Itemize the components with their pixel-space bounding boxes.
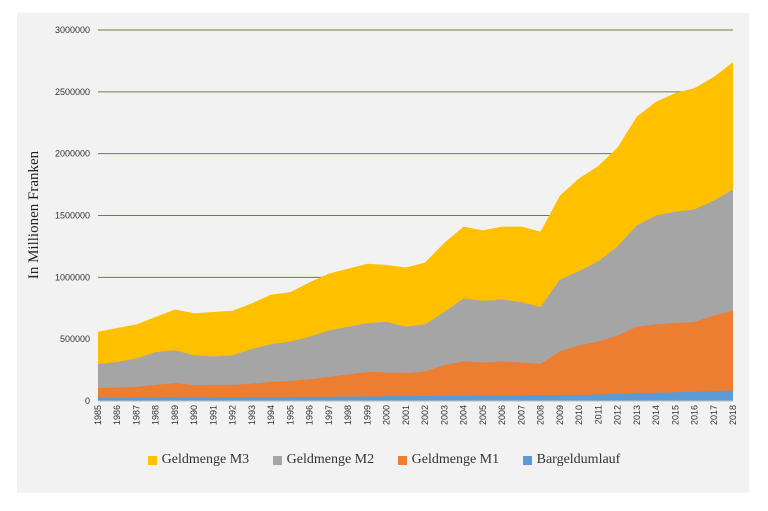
x-tick-label: 1985 (93, 405, 103, 425)
x-tick-label: 2016 (690, 405, 700, 425)
y-tick-label: 3000000 (55, 25, 90, 35)
legend-swatch-bargeld (522, 455, 532, 465)
x-tick-label: 2000 (382, 405, 392, 425)
x-tick-label: 1986 (112, 405, 122, 425)
x-tick-label: 2015 (670, 405, 680, 425)
x-tick-label: 2006 (497, 405, 507, 425)
legend-item-m3: Geldmenge M3 (147, 452, 250, 468)
x-tick-label: 2008 (536, 405, 546, 425)
y-axis-label: In Millionen Franken (26, 150, 42, 279)
x-tick-label: 1998 (343, 405, 353, 425)
legend-label-m1: Geldmenge M1 (411, 452, 500, 467)
x-tick-label: 1993 (247, 405, 257, 425)
x-tick-label: 2007 (516, 405, 526, 425)
x-tick-label: 1994 (266, 405, 276, 425)
area-chart: 0 500000 1000000 1500000 2000000 2500000 30000… (26, 25, 738, 425)
y-tick-label: 0 (85, 396, 90, 406)
x-tick-label: 2014 (651, 405, 661, 425)
x-tick-label: 2010 (574, 405, 584, 425)
x-tick-label: 1989 (170, 405, 180, 425)
y-tick-label: 2500000 (55, 87, 90, 97)
x-tick-label: 2011 (593, 405, 603, 424)
y-axis-ticks: 0 500000 1000000 1500000 2000000 2500000 30000… (55, 25, 90, 406)
legend-item-m1: Geldmenge M1 (397, 452, 500, 468)
x-tick-label: 2005 (478, 405, 488, 425)
x-tick-label: 1997 (324, 405, 334, 425)
area-geldmenge-m1 (98, 310, 733, 401)
y-tick-label: 1000000 (55, 272, 90, 282)
x-tick-label: 2012 (613, 405, 623, 425)
y-tick-label: 2000000 (55, 149, 90, 159)
y-tick-label: 1500000 (55, 211, 90, 221)
x-tick-label: 1991 (208, 405, 218, 425)
legend-swatch-m3 (147, 455, 157, 465)
x-tick-label: 1992 (228, 405, 238, 425)
x-tick-label: 1990 (189, 405, 199, 425)
x-tick-label: 2001 (401, 405, 411, 425)
x-tick-label: 1995 (285, 405, 295, 425)
x-tick-label: 2004 (459, 405, 469, 425)
x-tick-label: 1988 (151, 405, 161, 425)
legend-swatch-m2 (272, 455, 282, 465)
legend-label-m2: Geldmenge M2 (286, 452, 375, 467)
legend-label-m3: Geldmenge M3 (161, 452, 250, 467)
legend: Geldmenge M3 Geldmenge M2 Geldmenge M1 B… (0, 452, 768, 468)
x-axis-ticks: 1985 1986 1987 1988 1989 1990 1991 1992 1993 1994… (93, 405, 738, 425)
y-tick-label: 500000 (60, 334, 90, 344)
x-tick-label: 2017 (709, 405, 719, 425)
legend-item-bargeld: Bargeldumlauf (522, 452, 621, 468)
x-tick-label: 1987 (131, 405, 141, 425)
x-tick-label: 2013 (632, 405, 642, 425)
legend-label-bargeld: Bargeldumlauf (536, 452, 621, 467)
x-tick-label: 2009 (555, 405, 565, 425)
x-tick-label: 2002 (420, 405, 430, 425)
x-tick-label: 1999 (362, 405, 372, 425)
area-series (98, 62, 733, 402)
x-tick-label: 2003 (439, 405, 449, 425)
legend-swatch-m1 (397, 455, 407, 465)
x-tick-label: 1996 (305, 405, 315, 425)
area-bargeldumlauf (98, 390, 733, 401)
x-tick-label: 2018 (728, 405, 738, 425)
legend-item-m2: Geldmenge M2 (272, 452, 375, 468)
